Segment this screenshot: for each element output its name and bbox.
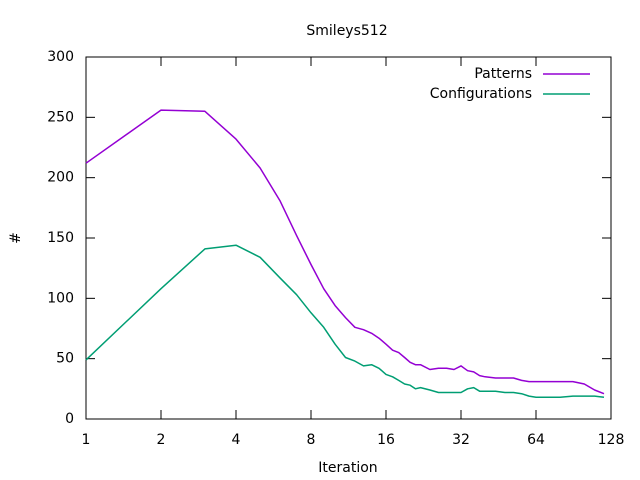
x-tick-label: 32	[452, 432, 470, 448]
legend-label-patterns: Patterns	[474, 66, 532, 82]
x-tick-label: 64	[527, 432, 545, 448]
x-tick-label: 1	[82, 432, 91, 448]
y-axis-label: #	[8, 232, 24, 244]
x-tick-label: 16	[377, 432, 395, 448]
legend: Patterns Configurations	[430, 66, 590, 102]
y-tick-label: 300	[47, 49, 74, 65]
x-tick-label: 8	[307, 432, 316, 448]
legend-label-configurations: Configurations	[430, 86, 532, 102]
chart-title: Smileys512	[306, 23, 387, 39]
x-tick-label: 2	[157, 432, 166, 448]
y-tick-label: 250	[47, 109, 74, 125]
series-lines	[85, 109, 605, 399]
y-tick-label: 200	[47, 170, 74, 186]
y-tick-label: 50	[56, 351, 74, 367]
axis-ticks: 1 2 4 8 16 32 64 128 0 50 100 150 200 250 300	[47, 49, 624, 448]
series-line-patterns	[85, 109, 605, 395]
y-tick-label: 0	[65, 411, 74, 427]
x-tick-label: 128	[598, 432, 625, 448]
plot-frame	[85, 56, 612, 420]
x-tick-label: 4	[232, 432, 241, 448]
y-tick-label: 150	[47, 230, 74, 246]
x-axis-label: Iteration	[318, 460, 377, 476]
y-tick-label: 100	[47, 290, 74, 306]
series-line-configurations	[85, 244, 605, 399]
